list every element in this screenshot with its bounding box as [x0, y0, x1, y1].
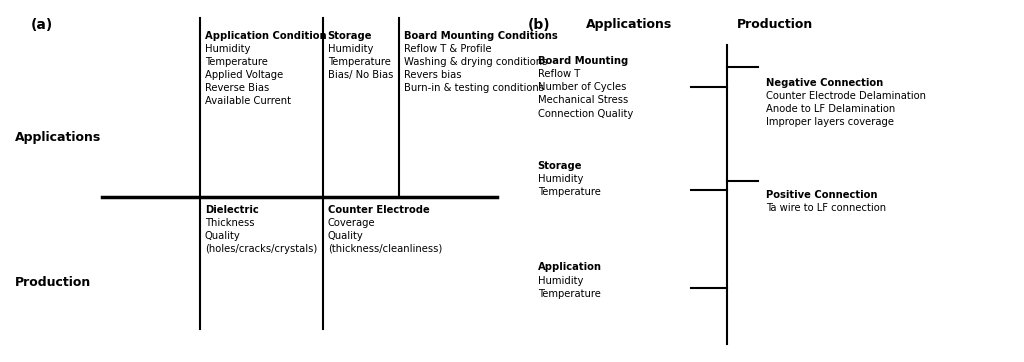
Text: Reflow T: Reflow T: [538, 69, 580, 79]
Text: Humidity: Humidity: [538, 174, 583, 184]
Text: Improper layers coverage: Improper layers coverage: [766, 117, 894, 127]
Text: Bias/ No Bias: Bias/ No Bias: [328, 70, 393, 80]
Text: Production: Production: [737, 18, 813, 31]
Text: Counter Electrode: Counter Electrode: [328, 205, 429, 215]
Text: Negative Connection: Negative Connection: [766, 78, 884, 88]
Text: Reverse Bias: Reverse Bias: [205, 83, 269, 93]
Text: Ta wire to LF connection: Ta wire to LF connection: [766, 203, 886, 213]
Text: Humidity: Humidity: [538, 275, 583, 286]
Text: Board Mounting Conditions: Board Mounting Conditions: [404, 31, 558, 41]
Text: Anode to LF Delamination: Anode to LF Delamination: [766, 104, 895, 114]
Text: Temperature: Temperature: [205, 57, 267, 67]
Text: Revers bias: Revers bias: [404, 70, 462, 80]
Text: Humidity: Humidity: [328, 44, 373, 54]
Text: Applications: Applications: [586, 18, 672, 31]
Text: Available Current: Available Current: [205, 96, 291, 106]
Text: Counter Electrode Delamination: Counter Electrode Delamination: [766, 91, 926, 101]
Text: Storage: Storage: [538, 161, 582, 171]
Text: Application: Application: [538, 262, 602, 273]
Text: Quality: Quality: [328, 231, 364, 241]
Text: Coverage: Coverage: [328, 218, 376, 228]
Text: Mechanical Stress: Mechanical Stress: [538, 96, 628, 105]
Text: Temperature: Temperature: [328, 57, 390, 67]
Text: Applications: Applications: [15, 131, 101, 144]
Text: Positive Connection: Positive Connection: [766, 190, 878, 200]
Text: Applied Voltage: Applied Voltage: [205, 70, 283, 80]
Text: Temperature: Temperature: [538, 188, 600, 197]
Text: Number of Cycles: Number of Cycles: [538, 83, 626, 92]
Text: (holes/cracks/crystals): (holes/cracks/crystals): [205, 244, 317, 254]
Text: Connection Quality: Connection Quality: [538, 109, 633, 119]
Text: Washing & drying conditions: Washing & drying conditions: [404, 57, 548, 67]
Text: Dielectric: Dielectric: [205, 205, 258, 215]
Text: Humidity: Humidity: [205, 44, 250, 54]
Text: (thickness/cleanliness): (thickness/cleanliness): [328, 244, 442, 254]
Text: Reflow T & Profile: Reflow T & Profile: [404, 44, 493, 54]
Text: Storage: Storage: [328, 31, 372, 41]
Text: Quality: Quality: [205, 231, 241, 241]
Text: Temperature: Temperature: [538, 289, 600, 299]
Text: Burn-in & testing conditions: Burn-in & testing conditions: [404, 83, 545, 93]
Text: Board Mounting: Board Mounting: [538, 56, 628, 66]
Text: Production: Production: [15, 276, 91, 289]
Text: (b): (b): [527, 18, 550, 32]
Text: Thickness: Thickness: [205, 218, 254, 228]
Text: Application Condition: Application Condition: [205, 31, 327, 41]
Text: (a): (a): [31, 18, 53, 32]
